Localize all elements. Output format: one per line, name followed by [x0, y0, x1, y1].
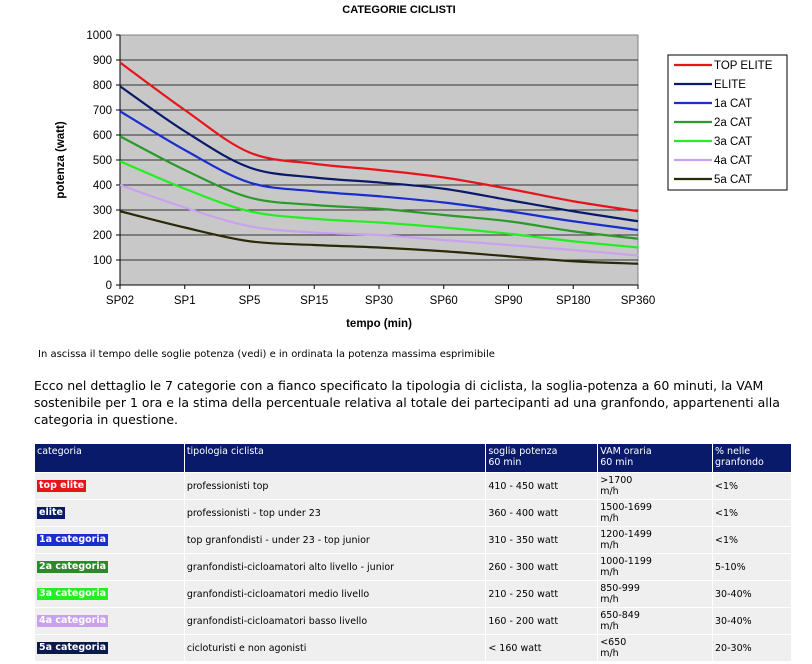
vam-cell: 1500-1699 m/h [597, 499, 714, 527]
y-tick-label: 500 [93, 155, 112, 167]
table-header-cell: soglia potenza 60 min [485, 443, 599, 473]
y-tick-label: 1000 [86, 30, 112, 42]
vam-cell: 1000-1199 m/h [597, 553, 714, 581]
percent-cell: <1% [712, 472, 792, 500]
power-chart: 0 100 200 300 400 500 600 700 800 900 1000 SP02 SP1 S… [55, 4, 788, 330]
category-badge: 2a categoria [37, 561, 109, 573]
x-tick-label: SP360 [621, 295, 656, 307]
x-tick-label: SP02 [106, 295, 134, 307]
table-header-row: categoria tipologia ciclista soglia potenz… [34, 443, 792, 473]
x-tick-label: SP15 [300, 295, 328, 307]
category-badge: 1a categoria [37, 534, 109, 546]
legend-label: ELITE [714, 79, 746, 91]
intro-paragraph: Ecco nel dettaglio le 7 categorie con a … [34, 378, 780, 427]
category-badge: 4a categoria [37, 615, 109, 627]
type-cell: granfondisti-cicloamatori alto livello -… [183, 553, 487, 581]
y-tick-label: 800 [93, 80, 112, 92]
legend-label: 4a CAT [714, 155, 752, 167]
x-tick-label: SP60 [430, 295, 458, 307]
table-row: 2a categoria granfondisti-cicloamatori al… [34, 553, 792, 581]
y-tick-label: 700 [93, 105, 112, 117]
type-cell: top granfondisti - under 23 - top junior [183, 526, 487, 554]
table-row: 4a categoria granfondisti-cicloamatori ba… [34, 607, 792, 635]
y-tick-label: 900 [93, 55, 112, 67]
threshold-cell: 210 - 250 watt [485, 580, 599, 608]
percent-cell: <1% [712, 499, 792, 527]
vam-cell: >1700 m/h [597, 472, 714, 500]
x-tick-label: SP180 [556, 295, 591, 307]
series-line-0 [119, 61, 639, 213]
y-tick-label: 400 [93, 180, 112, 192]
series-line-4 [119, 160, 639, 249]
threshold-cell: 160 - 200 watt [485, 607, 599, 635]
category-cell: 2a categoria [34, 553, 185, 581]
percent-cell: 5-10% [712, 553, 792, 581]
type-cell: professionisti top [183, 472, 487, 500]
x-tick-label: SP90 [494, 295, 522, 307]
threshold-cell: < 160 watt [485, 634, 599, 662]
y-tick-label: 300 [93, 205, 112, 217]
x-axis-label: tempo (min) [346, 318, 412, 330]
category-cell: elite [34, 499, 185, 527]
legend-label: 3a CAT [714, 136, 752, 148]
series-line-1 [119, 85, 639, 223]
series-line-2 [119, 110, 639, 232]
y-axis-label: potenza (watt) [55, 121, 67, 198]
type-cell: granfondisti-cicloamatori medio livello [183, 580, 487, 608]
category-cell: top elite [34, 472, 185, 500]
legend-label: TOP ELITE [714, 60, 773, 72]
vam-cell: <650 m/h [597, 634, 714, 662]
category-badge: elite [37, 507, 65, 519]
percent-cell: 20-30% [712, 634, 792, 662]
vam-cell: 650-849 m/h [597, 607, 714, 635]
table-header-cell: categoria [34, 443, 185, 473]
threshold-cell: 410 - 450 watt [485, 472, 599, 500]
threshold-cell: 360 - 400 watt [485, 499, 599, 527]
type-cell: professionisti - top under 23 [183, 499, 487, 527]
table-header-cell: VAM oraria 60 min [597, 443, 714, 473]
percent-cell: 30-40% [712, 580, 792, 608]
type-cell: granfondisti-cicloamatori basso livello [183, 607, 487, 635]
categories-table: categoria tipologia ciclista soglia potenz… [34, 443, 792, 662]
chart-title: CATEGORIE CICLISTI [342, 4, 455, 16]
table-row: top elite professionisti top 410 - 450 wat… [34, 472, 792, 500]
y-tick-label: 600 [93, 130, 112, 142]
type-cell: cicloturisti e non agonisti [183, 634, 487, 662]
table-row: 5a categoria cicloturisti e non agonisti <… [34, 634, 792, 662]
category-cell: 3a categoria [34, 580, 185, 608]
y-tick-label: 100 [93, 255, 112, 267]
category-cell: 4a categoria [34, 607, 185, 635]
y-tick-label: 0 [106, 280, 112, 292]
table-header-cell: % nelle granfondo [712, 443, 792, 473]
x-tick-label: SP30 [365, 295, 393, 307]
vam-cell: 1200-1499 m/h [597, 526, 714, 554]
category-badge: top elite [37, 480, 87, 492]
table-row: 1a categoria top granfondisti - under 23 … [34, 526, 792, 554]
x-tick-label: SP1 [174, 295, 196, 307]
category-cell: 1a categoria [34, 526, 185, 554]
percent-cell: <1% [712, 526, 792, 554]
series-line-6 [119, 210, 639, 265]
table-header-cell: tipologia ciclista [183, 443, 487, 473]
category-badge: 3a categoria [37, 588, 109, 600]
legend-label: 1a CAT [714, 98, 752, 110]
category-cell: 5a categoria [34, 634, 185, 662]
table-row: 3a categoria granfondisti-cicloamatori me… [34, 580, 792, 608]
x-tick-label: SP5 [239, 295, 261, 307]
category-badge: 5a categoria [37, 642, 109, 654]
table-row: elite professionisti - top under 23 360 - … [34, 499, 792, 527]
threshold-cell: 260 - 300 watt [485, 553, 599, 581]
threshold-cell: 310 - 350 watt [485, 526, 599, 554]
legend-label: 5a CAT [714, 174, 752, 186]
percent-cell: 30-40% [712, 607, 792, 635]
vam-cell: 850-999 m/h [597, 580, 714, 608]
series-line-5 [119, 183, 639, 257]
legend-label: 2a CAT [714, 117, 752, 129]
series-line-3 [119, 135, 639, 240]
y-tick-label: 200 [93, 230, 112, 242]
chart-caption: In ascissa il tempo delle soglie potenza… [38, 349, 495, 360]
